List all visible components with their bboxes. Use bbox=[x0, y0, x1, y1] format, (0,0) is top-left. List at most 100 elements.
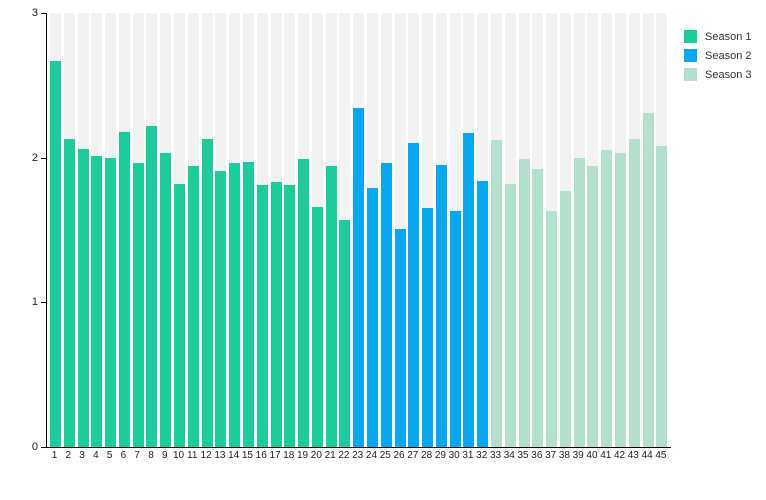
bar-track bbox=[642, 13, 654, 447]
bar-episode-21 bbox=[325, 166, 337, 447]
x-tick-label: 7 bbox=[134, 450, 140, 461]
bar-track bbox=[215, 13, 227, 447]
y-tick-mark bbox=[41, 13, 46, 14]
plot-area bbox=[46, 13, 671, 448]
x-tick-label: 23 bbox=[352, 450, 364, 461]
bar-track bbox=[353, 13, 365, 447]
bar-episode-9 bbox=[160, 153, 172, 447]
x-tick-label: 9 bbox=[161, 450, 168, 461]
x-tick-label: 42 bbox=[613, 450, 626, 461]
x-tick-label: 19 bbox=[297, 450, 309, 461]
legend-item-season-2: Season 2 bbox=[684, 49, 751, 62]
bar-track bbox=[284, 13, 296, 447]
y-tick-mark bbox=[41, 447, 46, 448]
bar-episode-15 bbox=[242, 162, 254, 447]
bar-episode-38 bbox=[559, 190, 571, 447]
bar-track bbox=[187, 13, 199, 447]
bar-track bbox=[656, 13, 668, 447]
bar-track bbox=[573, 13, 585, 447]
x-tick-label: 45 bbox=[655, 450, 667, 461]
bar-track bbox=[339, 13, 351, 447]
bar-episode-45 bbox=[656, 146, 668, 447]
x-tick-label: 29 bbox=[434, 450, 446, 461]
legend-item-season-3: Season 3 bbox=[684, 68, 751, 81]
bar-episode-43 bbox=[628, 138, 640, 447]
bar-track bbox=[174, 13, 186, 447]
bar-episode-26 bbox=[394, 228, 406, 447]
x-tick-label: 5 bbox=[106, 450, 113, 461]
bar-episode-40 bbox=[587, 166, 599, 447]
bar-episode-32 bbox=[477, 180, 489, 447]
bar-track bbox=[449, 13, 461, 447]
bar-track bbox=[105, 13, 117, 447]
bar-episode-27 bbox=[408, 143, 420, 447]
bar-track bbox=[463, 13, 475, 447]
bar-track bbox=[146, 13, 158, 447]
x-tick-label: 3 bbox=[79, 450, 85, 461]
bar-episode-34 bbox=[504, 183, 516, 447]
x-tick-label: 10 bbox=[172, 450, 185, 461]
x-tick-label: 6 bbox=[120, 450, 127, 461]
bar-episode-36 bbox=[532, 169, 544, 447]
bar-track bbox=[298, 13, 310, 447]
x-tick-label: 17 bbox=[269, 450, 281, 461]
bar-episode-19 bbox=[298, 159, 310, 447]
bar-columns bbox=[47, 13, 671, 447]
bar-track bbox=[256, 13, 268, 447]
bar-track bbox=[380, 13, 392, 447]
x-tick-label: 18 bbox=[283, 450, 295, 461]
legend-label: Season 3 bbox=[705, 68, 752, 81]
x-tick-label: 13 bbox=[214, 450, 226, 461]
bar-track bbox=[435, 13, 447, 447]
bar-track bbox=[91, 13, 103, 447]
bar-track bbox=[77, 13, 89, 447]
x-tick-label: 4 bbox=[93, 450, 99, 461]
bar-episode-10 bbox=[174, 183, 186, 447]
bar-episode-22 bbox=[339, 219, 351, 447]
x-tick-label: 33 bbox=[489, 450, 502, 461]
x-tick-label: 44 bbox=[641, 450, 653, 461]
bar-episode-1 bbox=[50, 60, 61, 447]
x-tick-label: 36 bbox=[531, 450, 543, 461]
legend-swatch-icon bbox=[684, 30, 697, 43]
x-tick-label: 37 bbox=[545, 450, 557, 461]
bar-track bbox=[394, 13, 406, 447]
bar-track bbox=[325, 13, 337, 447]
bar-track bbox=[477, 13, 489, 447]
bar-episode-42 bbox=[615, 153, 627, 447]
legend-label: Season 1 bbox=[705, 30, 752, 43]
x-tick-label: 16 bbox=[255, 450, 267, 461]
bar-episode-35 bbox=[518, 159, 530, 447]
x-tick-label: 35 bbox=[517, 450, 529, 461]
x-tick-label: 25 bbox=[379, 450, 391, 461]
bar-track bbox=[50, 13, 61, 447]
x-tick-label: 34 bbox=[503, 450, 515, 461]
bar-episode-41 bbox=[601, 150, 613, 447]
bar-episode-18 bbox=[284, 185, 296, 447]
bar-track bbox=[160, 13, 172, 447]
x-tick-label: 39 bbox=[572, 450, 584, 461]
x-tick-label: 12 bbox=[200, 450, 212, 461]
bar-episode-6 bbox=[118, 131, 130, 447]
bar-episode-39 bbox=[573, 157, 585, 447]
x-tick-label: 43 bbox=[627, 450, 639, 461]
bar-track bbox=[132, 13, 144, 447]
bar-episode-14 bbox=[229, 163, 241, 447]
bar-episode-5 bbox=[105, 157, 117, 447]
bar-track bbox=[229, 13, 241, 447]
bar-episode-20 bbox=[311, 206, 323, 447]
bar-episode-33 bbox=[491, 140, 502, 447]
bar-episode-37 bbox=[546, 211, 558, 447]
x-tick-label: 32 bbox=[476, 450, 488, 461]
bar-episode-11 bbox=[187, 166, 199, 447]
bar-track bbox=[270, 13, 282, 447]
bar-episode-44 bbox=[642, 112, 654, 447]
x-tick-label: 24 bbox=[365, 450, 378, 461]
bar-episode-3 bbox=[77, 149, 89, 447]
legend-swatch-icon bbox=[684, 49, 697, 62]
y-tick-mark bbox=[41, 157, 46, 159]
bar-track bbox=[366, 13, 378, 447]
bar-episode-24 bbox=[366, 188, 378, 447]
x-tick-label: 20 bbox=[310, 450, 322, 461]
x-tick-label: 14 bbox=[228, 450, 240, 461]
